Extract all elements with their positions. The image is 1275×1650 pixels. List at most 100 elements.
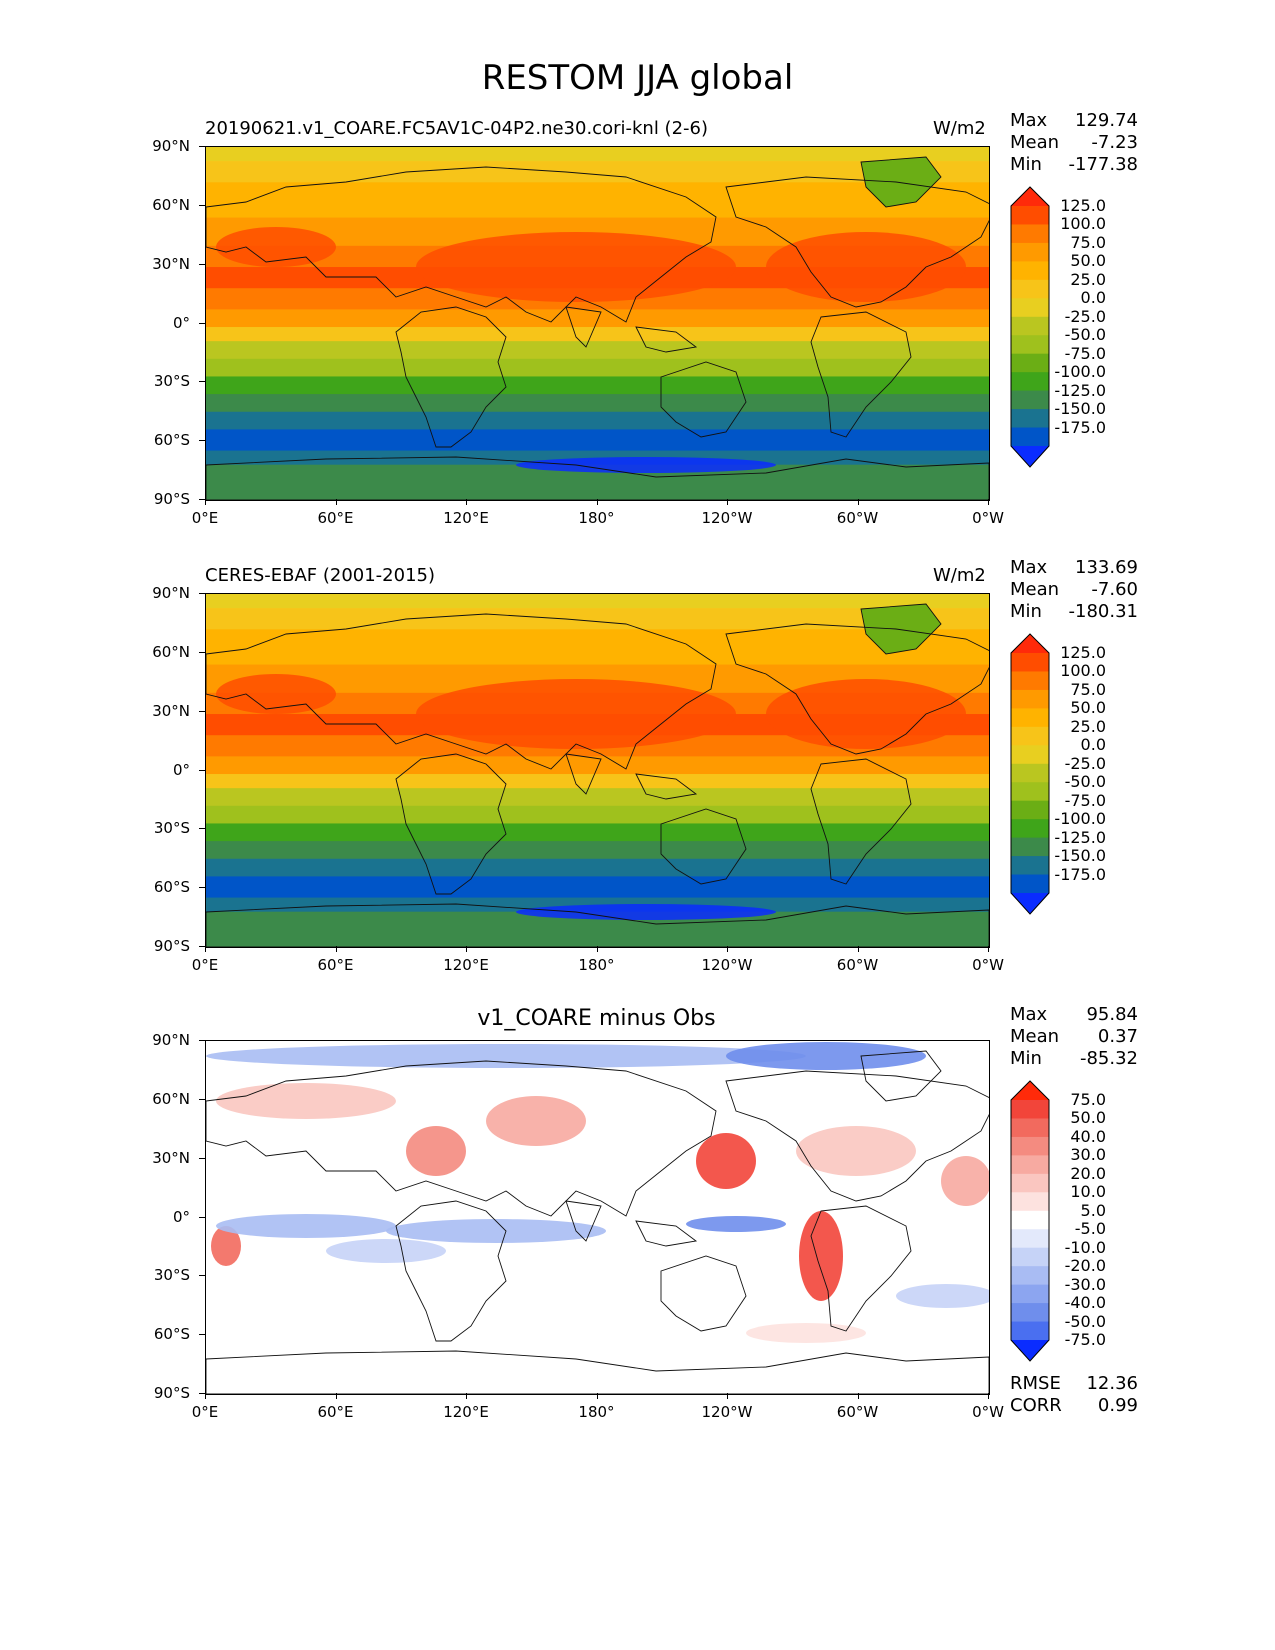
lat-tick-label: 60°S bbox=[153, 431, 190, 450]
field-patch bbox=[326, 1239, 446, 1263]
stat-value: -7.23 bbox=[1091, 132, 1138, 153]
field-patch bbox=[216, 1214, 396, 1238]
map-test bbox=[205, 146, 990, 501]
colorbar-label: 30.0 bbox=[1070, 1145, 1106, 1165]
lon-tick-label: 60°E bbox=[317, 956, 354, 974]
stat-label: Min bbox=[1010, 1048, 1042, 1069]
colorbar-outline bbox=[1010, 633, 1050, 915]
colorbar-outline bbox=[1010, 186, 1050, 468]
lon-tick-label: 120°E bbox=[443, 956, 489, 974]
lat-tick-label: 90°N bbox=[152, 1031, 190, 1049]
coastline-antarctica bbox=[206, 903, 989, 947]
lat-tick-mark bbox=[199, 1040, 205, 1041]
colorbar-label: -5.0 bbox=[1074, 1219, 1106, 1239]
field-patch bbox=[796, 1126, 916, 1176]
lat-tick-label: 30°N bbox=[152, 1148, 190, 1167]
lat-tick-mark bbox=[199, 204, 205, 206]
lon-tick-label: 120°E bbox=[443, 509, 489, 527]
colorbar-label: -25.0 bbox=[1064, 306, 1106, 326]
stat-value: 0.37 bbox=[1097, 1026, 1138, 1047]
stat-label: Mean bbox=[1010, 1026, 1060, 1047]
colorbar-label: 50.0 bbox=[1070, 251, 1106, 271]
coastline-se-asia bbox=[635, 1220, 698, 1247]
stat-label: Max bbox=[1010, 1004, 1048, 1025]
stat-value: 0.99 bbox=[1097, 1395, 1138, 1416]
lat-tick-label: 60°N bbox=[152, 642, 190, 661]
lat-tick-mark bbox=[199, 1275, 205, 1277]
colorbar-label: -175.0 bbox=[1054, 864, 1106, 884]
field-patch bbox=[406, 1126, 466, 1176]
stats-box: Max 95.84 Mean 0.37 Min -85.32 bbox=[1010, 1004, 1138, 1070]
colorbar-label: -125.0 bbox=[1054, 827, 1106, 847]
lat-tick-mark bbox=[199, 887, 205, 889]
map-canvas bbox=[206, 594, 989, 947]
colorbar-label: -30.0 bbox=[1064, 1274, 1106, 1294]
units-label: W/m2 bbox=[933, 565, 986, 586]
lat-tick-mark bbox=[199, 1216, 205, 1218]
lat-tick-label: 60°N bbox=[152, 1089, 190, 1108]
stats-box: Max 129.74 Mean -7.23 Min -177.38 bbox=[1010, 110, 1138, 176]
lat-tick-mark bbox=[199, 593, 205, 594]
colorbar-label: 100.0 bbox=[1060, 214, 1106, 234]
stat-value: 12.36 bbox=[1086, 1373, 1138, 1394]
colorbar-extend-bottom bbox=[1011, 893, 1049, 914]
field-patch bbox=[211, 1226, 241, 1266]
lon-tick-label: 60°W bbox=[836, 1403, 879, 1421]
colorbar-label: -50.0 bbox=[1064, 772, 1106, 792]
lon-tick-mark bbox=[205, 1393, 206, 1399]
lon-tick-mark bbox=[988, 946, 989, 952]
field-patch bbox=[206, 1044, 806, 1068]
lat-tick-label: 30°S bbox=[153, 372, 190, 391]
map-reference bbox=[205, 593, 990, 948]
coastline-africa bbox=[395, 753, 507, 895]
colorbar-label: 50.0 bbox=[1070, 1108, 1106, 1128]
colorbar-label: -150.0 bbox=[1054, 846, 1106, 866]
field-band bbox=[206, 358, 989, 377]
coastline-europe-asia bbox=[206, 613, 717, 770]
coastline-n-america bbox=[725, 1070, 989, 1202]
colorbar-swatch bbox=[1011, 837, 1049, 857]
colorbar-label: 40.0 bbox=[1070, 1126, 1106, 1146]
colorbar-swatch bbox=[1011, 261, 1049, 281]
lon-tick-mark bbox=[335, 499, 337, 505]
stat-label: RMSE bbox=[1010, 1373, 1061, 1394]
colorbar-swatch bbox=[1011, 390, 1049, 410]
lat-tick-label: 30°S bbox=[153, 1266, 190, 1285]
colorbar-label: 75.0 bbox=[1070, 232, 1106, 252]
stat-row: RMSE 12.36 bbox=[1010, 1373, 1138, 1395]
stat-row: Max 95.84 bbox=[1010, 1004, 1138, 1026]
colorbar-label: -150.0 bbox=[1054, 399, 1106, 419]
lon-tick-label: 0°E bbox=[191, 509, 219, 527]
stat-row: Mean -7.23 bbox=[1010, 132, 1138, 154]
colorbar-extend-bottom bbox=[1011, 1340, 1049, 1361]
field-band bbox=[206, 394, 989, 413]
stat-row: Max 133.69 bbox=[1010, 557, 1138, 579]
field-band bbox=[206, 341, 989, 360]
field-patch bbox=[861, 604, 941, 654]
colorbar-swatch bbox=[1011, 1247, 1049, 1267]
stat-value: 95.84 bbox=[1086, 1004, 1138, 1025]
figure-title: RESTOM JJA global bbox=[481, 58, 794, 98]
stat-label: Max bbox=[1010, 110, 1048, 131]
lon-tick-label: 120°W bbox=[701, 956, 753, 974]
coastline-antarctica bbox=[206, 1350, 989, 1394]
coastline-s-america bbox=[810, 758, 912, 885]
lon-tick-mark bbox=[466, 1393, 467, 1399]
stat-label: Min bbox=[1010, 154, 1042, 175]
colorbar-swatch bbox=[1011, 1266, 1049, 1286]
stat-value: -180.31 bbox=[1068, 601, 1138, 622]
lat-tick-mark bbox=[199, 1098, 205, 1100]
lon-tick-label: 0°W bbox=[972, 509, 1004, 527]
colorbar-swatch bbox=[1011, 1284, 1049, 1304]
lon-tick-label: 180° bbox=[578, 956, 615, 974]
stat-label: CORR bbox=[1010, 1395, 1062, 1416]
field-patch bbox=[941, 1156, 989, 1206]
coastline-south-asia bbox=[565, 306, 602, 348]
map-difference bbox=[205, 1040, 990, 1395]
lat-tick-mark bbox=[199, 946, 205, 947]
stat-label: Mean bbox=[1010, 132, 1060, 153]
colorbar-swatch bbox=[1011, 1192, 1049, 1212]
stat-value: 133.69 bbox=[1075, 557, 1138, 578]
lat-tick-label: 0° bbox=[172, 760, 190, 779]
field-band bbox=[206, 161, 989, 183]
